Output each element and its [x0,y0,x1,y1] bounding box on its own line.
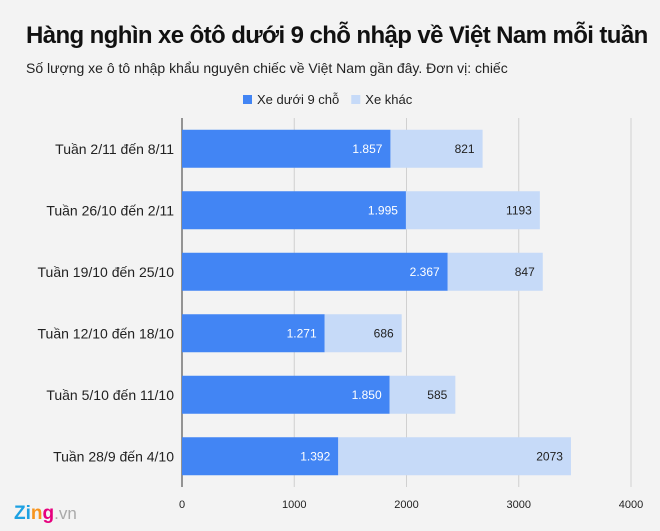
data-label: 847 [515,265,535,279]
data-label: 585 [427,388,447,402]
bar-segment [182,375,390,414]
category-label: Tuần 12/10 đến 18/10 [38,325,175,341]
bar-segment [338,437,571,476]
category-label: Tuần 5/10 đến 11/10 [46,387,174,403]
x-tick-label: 1000 [282,499,306,511]
data-label: 2.367 [410,265,440,279]
bar-segment [405,191,540,230]
bar-segment [182,252,448,291]
bar-segment [182,314,325,353]
legend-label: Xe khác [365,92,412,107]
data-label: 1.392 [300,449,330,463]
chart-title: Hàng nghìn xe ôtô dưới 9 chỗ nhập về Việ… [26,22,648,49]
legend-swatch [243,95,252,104]
bar-segment [182,437,339,476]
legend-swatch [351,95,361,104]
zing-logo: Zing.vn [14,503,77,524]
data-label: 1.995 [368,203,398,217]
bar-segment [324,314,402,353]
bar-segment [447,252,543,291]
data-label: 1.271 [287,326,317,340]
data-label: 2073 [536,449,563,463]
data-label: 686 [374,326,394,340]
bar-segment [182,191,406,230]
x-tick-label: 3000 [507,499,531,511]
category-label: Tuần 28/9 đến 4/10 [53,448,174,464]
bar-segment [390,129,483,168]
category-label: Tuần 26/10 đến 2/11 [46,202,174,218]
bar-segment [389,375,456,414]
data-label: 1193 [506,203,532,217]
category-label: Tuần 19/10 đến 25/10 [38,264,175,280]
x-tick-label: 4000 [619,499,643,511]
chart-subtitle: Số lượng xe ô tô nhập khẩu nguyên chiếc … [26,60,508,76]
x-tick-label: 0 [179,499,185,511]
legend-label: Xe dưới 9 chỗ [257,92,339,107]
bar-segment [182,129,391,168]
category-label: Tuần 2/11 đến 8/11 [55,141,174,157]
data-label: 821 [455,142,475,156]
data-label: 1.850 [352,388,382,402]
x-tick-label: 2000 [394,499,418,511]
data-label: 1.857 [352,142,382,156]
